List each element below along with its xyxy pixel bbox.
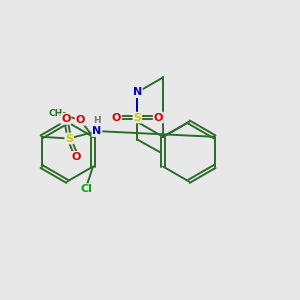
Text: Cl: Cl xyxy=(81,184,93,194)
Text: H: H xyxy=(93,116,101,125)
Text: O: O xyxy=(112,112,121,123)
Text: O: O xyxy=(154,112,163,123)
Text: CH₃: CH₃ xyxy=(48,110,67,118)
Text: O: O xyxy=(76,115,85,125)
Text: N: N xyxy=(92,126,101,136)
Text: O: O xyxy=(61,114,70,124)
Text: N: N xyxy=(133,87,142,97)
Text: O: O xyxy=(72,152,81,162)
Text: S: S xyxy=(134,112,141,123)
Text: S: S xyxy=(65,134,73,143)
